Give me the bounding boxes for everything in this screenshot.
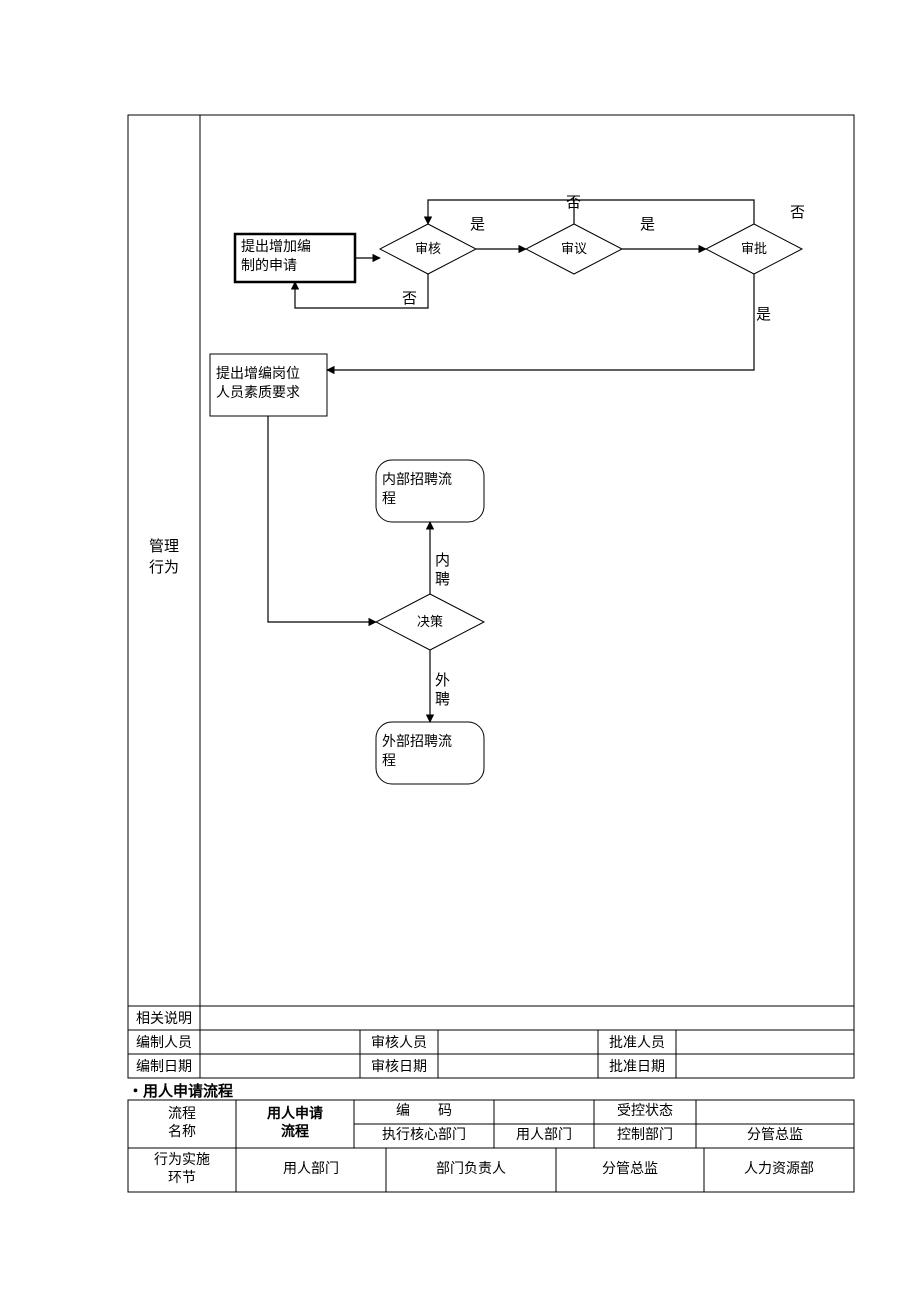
edge-label-audit: 是 bbox=[470, 216, 485, 235]
row4-cell-0: 编制日期 bbox=[128, 1054, 200, 1078]
row1-label: 管理行为 bbox=[128, 537, 200, 579]
node-text-apply: 提出增加编制的申请 bbox=[235, 234, 355, 282]
node-text-external: 外部招聘流程 bbox=[376, 722, 484, 784]
t2-r1c5: 分管总监 bbox=[696, 1124, 854, 1148]
row3-cell-5 bbox=[676, 1030, 854, 1054]
node-text-audit: 审核 bbox=[380, 224, 476, 274]
t2-r0c4: 受控状态 bbox=[594, 1100, 696, 1124]
t2-r2c1: 用人部门 bbox=[236, 1148, 386, 1192]
row4-cell-2: 审核日期 bbox=[360, 1054, 438, 1078]
edge-label-review-no: 否 bbox=[566, 194, 581, 213]
t2-r1c3: 用人部门 bbox=[494, 1124, 594, 1148]
t2-r2c0: 行为实施环节 bbox=[128, 1148, 236, 1192]
row4-cell-5 bbox=[676, 1054, 854, 1078]
edge-label-approve-no: 否 bbox=[790, 204, 805, 223]
t2-r1c4: 控制部门 bbox=[594, 1124, 696, 1148]
section-title: ・用人申请流程 bbox=[128, 1080, 233, 1101]
edge-label-decide-up: 内聘 bbox=[435, 552, 450, 590]
row4-cell-3 bbox=[438, 1054, 598, 1078]
edge-label-audit-no: 否 bbox=[402, 290, 417, 309]
t2-r2c4: 人力资源部 bbox=[704, 1148, 854, 1192]
row4-cell-4: 批准日期 bbox=[598, 1054, 676, 1078]
t2-r1c2: 执行核心部门 bbox=[354, 1124, 494, 1148]
row3-cell-0: 编制人员 bbox=[128, 1030, 200, 1054]
node-text-decide: 决策 bbox=[376, 594, 484, 650]
row3-cell-2: 审核人员 bbox=[360, 1030, 438, 1054]
row3-cell-4: 批准人员 bbox=[598, 1030, 676, 1054]
node-text-review: 审议 bbox=[526, 224, 622, 274]
row3-cell-1 bbox=[200, 1030, 360, 1054]
edge-label-review: 是 bbox=[640, 216, 655, 235]
row2-label: 相关说明 bbox=[128, 1006, 200, 1030]
node-text-internal: 内部招聘流程 bbox=[376, 460, 484, 522]
t2-r2c3: 分管总监 bbox=[556, 1148, 704, 1192]
node-text-req: 提出增编岗位人员素质要求 bbox=[210, 354, 327, 416]
node-text-approve: 审批 bbox=[706, 224, 802, 274]
edge-label-decide-down: 外聘 bbox=[435, 672, 450, 710]
row4-cell-1 bbox=[200, 1054, 360, 1078]
t2-r0c2: 编 码 bbox=[354, 1100, 494, 1124]
flowchart-overlay: 管理行为 提出增加编制的申请审核审议 审批提出增编岗位人员素质要求内部招聘流程决策外… bbox=[0, 0, 920, 1302]
t2-r0c0: 流程名称 bbox=[128, 1100, 236, 1148]
t2-r0c3 bbox=[494, 1100, 594, 1124]
edge-label-approve-yes: 是 bbox=[756, 306, 771, 325]
row3-cell-3 bbox=[438, 1030, 598, 1054]
page-root: 管理行为 提出增加编制的申请审核审议 审批提出增编岗位人员素质要求内部招聘流程决策外… bbox=[0, 0, 920, 1302]
t2-r0c1: 用人申请流程 bbox=[236, 1100, 354, 1148]
t2-r2c2: 部门负责人 bbox=[386, 1148, 556, 1192]
t2-r0c5 bbox=[696, 1100, 854, 1124]
